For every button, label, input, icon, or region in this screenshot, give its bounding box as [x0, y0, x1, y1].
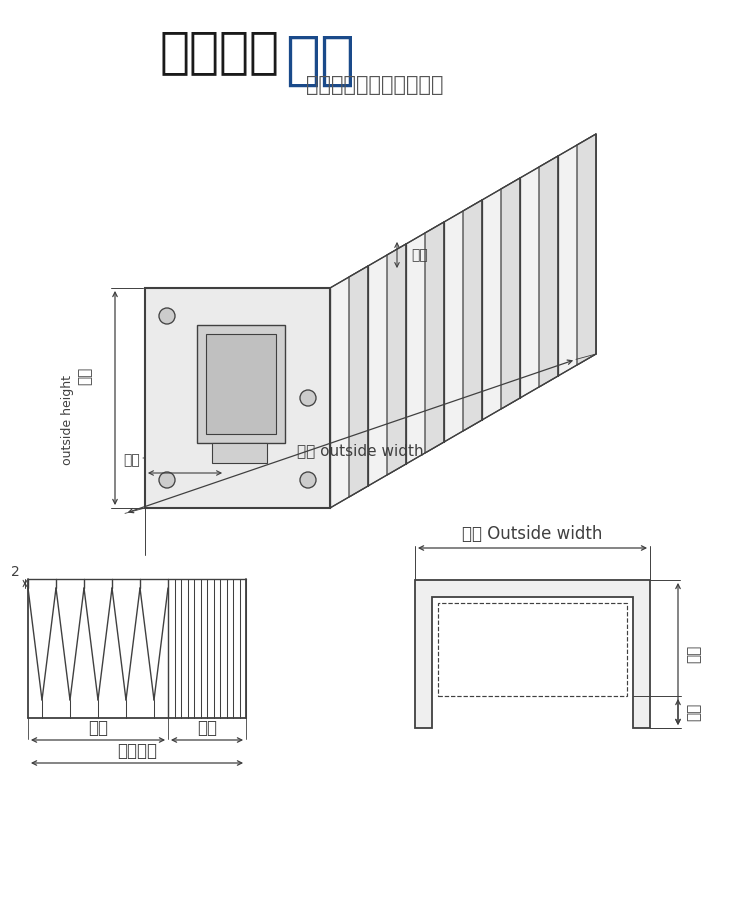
Polygon shape — [444, 200, 482, 442]
Text: 行程: 行程 — [88, 719, 108, 737]
Text: 外宽 Outside width: 外宽 Outside width — [462, 525, 603, 543]
Circle shape — [159, 308, 175, 324]
Polygon shape — [425, 222, 444, 453]
Text: 外宽 outside width: 外宽 outside width — [297, 443, 424, 458]
Polygon shape — [501, 178, 520, 409]
Polygon shape — [406, 222, 444, 464]
Polygon shape — [349, 266, 368, 497]
Polygon shape — [482, 178, 520, 420]
Text: 尺寸: 尺寸 — [285, 32, 355, 89]
Polygon shape — [330, 266, 368, 508]
Polygon shape — [539, 156, 558, 387]
Polygon shape — [145, 288, 330, 508]
Circle shape — [159, 472, 175, 488]
Polygon shape — [197, 325, 285, 443]
Text: 拉伸长度: 拉伸长度 — [117, 742, 157, 760]
Circle shape — [300, 390, 316, 406]
Text: 压缩: 压缩 — [197, 719, 217, 737]
Polygon shape — [577, 134, 596, 365]
Polygon shape — [212, 443, 267, 463]
Polygon shape — [520, 156, 558, 398]
Text: 卡勾: 卡勾 — [123, 453, 140, 467]
Bar — [438, 603, 627, 696]
Text: 如何确定: 如何确定 — [160, 28, 280, 76]
Text: 外高: 外高 — [686, 645, 701, 663]
Text: 2: 2 — [11, 565, 20, 579]
Text: 折高: 折高 — [686, 703, 701, 721]
Polygon shape — [463, 200, 482, 431]
Polygon shape — [206, 334, 276, 434]
Polygon shape — [415, 580, 650, 728]
Polygon shape — [387, 244, 406, 475]
Text: 您需要测量提供以下数据: 您需要测量提供以下数据 — [306, 75, 444, 95]
Polygon shape — [368, 244, 406, 486]
Text: 外高: 外高 — [77, 366, 92, 385]
Text: 折宽: 折宽 — [411, 248, 428, 262]
Circle shape — [300, 472, 316, 488]
Polygon shape — [558, 134, 596, 376]
Text: outside height: outside height — [61, 375, 74, 465]
